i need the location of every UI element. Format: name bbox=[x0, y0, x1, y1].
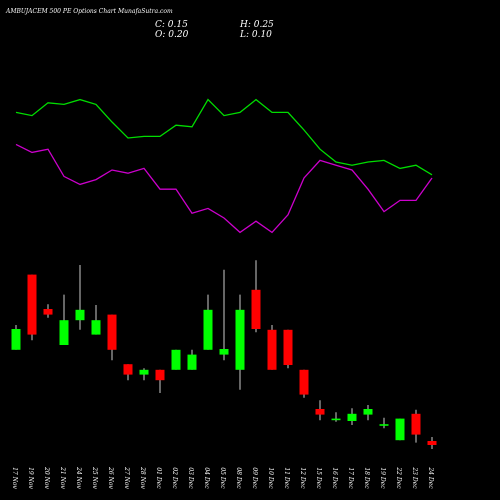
indicator-line bbox=[15, 98, 433, 176]
candle-body bbox=[331, 418, 341, 421]
low-label: L: 0.10 bbox=[239, 30, 272, 40]
x-tick-label: 17 Dec bbox=[347, 467, 354, 489]
candle-body bbox=[11, 329, 21, 350]
candle-body bbox=[411, 413, 421, 435]
candle-body bbox=[299, 369, 309, 395]
x-tick-label: 19 Nov bbox=[27, 467, 34, 489]
candle-body bbox=[267, 329, 277, 370]
candle-body bbox=[59, 320, 69, 345]
candle-body bbox=[91, 320, 101, 335]
x-tick-label: 02 Dec bbox=[171, 467, 178, 489]
x-tick-label: 24 Dec bbox=[427, 466, 434, 489]
x-tick-label: 21 Nov bbox=[59, 466, 66, 489]
candle-body bbox=[187, 354, 197, 370]
indicator-line bbox=[15, 143, 433, 234]
candle-body bbox=[171, 349, 181, 370]
candle-body bbox=[107, 314, 117, 350]
candle-body bbox=[123, 364, 133, 375]
x-tick-label: 16 Dec bbox=[331, 467, 338, 489]
open-label: O: 0.20 bbox=[155, 30, 189, 40]
x-tick-label: 11 Dec bbox=[283, 467, 290, 489]
x-tick-label: 24 Nov bbox=[75, 466, 82, 489]
x-tick-label: 20 Nov bbox=[43, 466, 50, 489]
candle-body bbox=[43, 309, 53, 315]
candle-body bbox=[395, 418, 405, 441]
close-label: C: 0.15 bbox=[155, 20, 188, 30]
chart-title: AMBUJACEM 500 PE Options Chart MunafaSut… bbox=[5, 8, 173, 15]
x-tick-label: 04 Dec bbox=[203, 467, 210, 489]
x-tick-label: 05 Dec bbox=[219, 467, 226, 489]
candle-body bbox=[203, 309, 213, 350]
x-tick-label: 17 Nov bbox=[11, 467, 18, 489]
candle-body bbox=[155, 369, 165, 381]
x-tick-label: 27 Nov bbox=[123, 466, 130, 489]
candle-body bbox=[347, 413, 357, 421]
candle-body bbox=[251, 289, 261, 329]
x-tick-label: 03 Dec bbox=[187, 467, 194, 489]
candle-body bbox=[379, 424, 389, 426]
candle-body bbox=[283, 329, 293, 365]
x-tick-label: 01 Dec bbox=[155, 467, 162, 489]
x-tick-label: 09 Dec bbox=[251, 467, 258, 489]
candle-body bbox=[219, 349, 229, 355]
x-tick-label: 23 Dec bbox=[411, 466, 418, 489]
x-tick-label: 12 Dec bbox=[299, 467, 306, 489]
high-label: H: 0.25 bbox=[239, 20, 274, 30]
x-tick-label: 26 Nov bbox=[107, 466, 114, 489]
candle-body bbox=[235, 309, 245, 370]
candle-body bbox=[139, 369, 149, 375]
x-tick-label: 15 Dec bbox=[315, 467, 322, 489]
candle-body bbox=[75, 309, 85, 321]
x-tick-label: 10 Dec bbox=[267, 467, 274, 489]
x-tick-label: 28 Nov bbox=[139, 466, 146, 489]
candle-body bbox=[315, 409, 325, 415]
candle-body bbox=[363, 409, 373, 415]
x-tick-label: 25 Nov bbox=[91, 466, 98, 489]
x-tick-label: 22 Dec bbox=[395, 466, 402, 489]
x-tick-label: 18 Dec bbox=[363, 467, 370, 489]
candle-body bbox=[27, 274, 37, 335]
candle-body bbox=[427, 441, 437, 445]
x-tick-label: 19 Dec bbox=[379, 467, 386, 489]
x-tick-label: 08 Dec bbox=[235, 467, 242, 489]
